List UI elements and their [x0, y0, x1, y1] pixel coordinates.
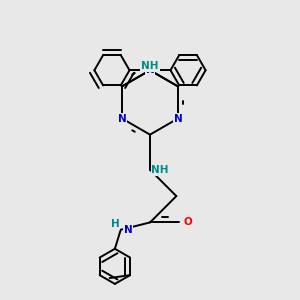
Text: N: N [118, 113, 127, 124]
Text: NH: NH [152, 165, 169, 175]
Text: NH: NH [141, 61, 159, 71]
Text: NH: NH [141, 61, 159, 71]
Text: N: N [173, 113, 182, 124]
Text: O: O [184, 218, 192, 227]
Text: N: N [124, 225, 132, 235]
Text: N: N [146, 65, 154, 75]
Text: H: H [110, 219, 119, 229]
